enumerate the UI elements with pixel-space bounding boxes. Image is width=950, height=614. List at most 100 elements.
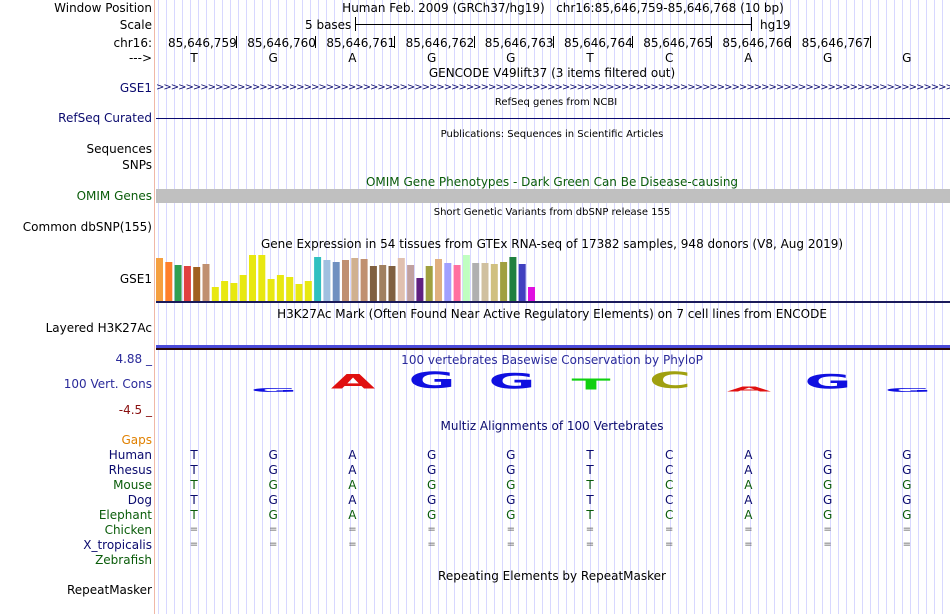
- gtex-tissue-bar[interactable]: [351, 258, 359, 301]
- gtex-tissue-bar[interactable]: [509, 257, 517, 301]
- alignment-base: T: [586, 463, 594, 477]
- gtex-tissue-bar[interactable]: [472, 263, 480, 301]
- gtex-track-label[interactable]: GSE1: [119, 272, 152, 286]
- species-label[interactable]: Mouse: [113, 478, 152, 492]
- gtex-tissue-bar[interactable]: [314, 257, 322, 301]
- gtex-tissue-bar[interactable]: [230, 283, 238, 301]
- reference-base: T: [190, 51, 198, 65]
- gtex-tissue-bar[interactable]: [221, 281, 229, 301]
- conservation-logo-letter: G: [408, 369, 456, 394]
- gtex-tissue-bar[interactable]: [304, 281, 312, 301]
- gtex-tissue-bar[interactable]: [332, 262, 340, 301]
- alignment-base: G: [822, 448, 833, 462]
- gtex-tissue-bar[interactable]: [165, 262, 173, 301]
- gtex-tissue-bar[interactable]: [239, 275, 247, 301]
- gencode-track-title[interactable]: GENCODE V49lift37 (3 items filtered out): [428, 66, 676, 80]
- alignment-base: G: [426, 508, 437, 522]
- gtex-tissue-bar[interactable]: [481, 263, 489, 301]
- refseq-track-label[interactable]: RefSeq Curated: [58, 111, 152, 125]
- h3k27ac-track-title[interactable]: H3K27Ac Mark (Often Found Near Active Re…: [277, 307, 827, 321]
- ruler-position-label: 85,646,764: [564, 36, 633, 50]
- repeatmasker-track-label[interactable]: RepeatMasker: [66, 583, 152, 597]
- species-label[interactable]: Rhesus: [108, 463, 152, 477]
- h3k27ac-signal-line[interactable]: [156, 345, 950, 348]
- gtex-tissue-bar[interactable]: [388, 266, 396, 301]
- gtex-tissue-bar[interactable]: [276, 275, 284, 301]
- snps-track-label[interactable]: SNPs: [122, 158, 152, 172]
- h3k27ac-baseline: [156, 348, 950, 350]
- alignment-base: G: [506, 463, 516, 477]
- dbsnp-track-label[interactable]: Common dbSNP(155): [22, 220, 152, 234]
- gtex-tissue-bar[interactable]: [183, 266, 191, 301]
- gtex-tissue-bar[interactable]: [156, 258, 163, 301]
- species-label[interactable]: Chicken: [104, 523, 152, 537]
- h3k27ac-track-label[interactable]: Layered H3K27Ac: [45, 321, 152, 335]
- gtex-tissue-bar[interactable]: [416, 278, 424, 301]
- gtex-tissue-bar[interactable]: [286, 277, 294, 301]
- gtex-tissue-bar[interactable]: [369, 266, 377, 301]
- gtex-tissue-bar[interactable]: [202, 264, 210, 301]
- alignment-base: =: [268, 524, 278, 535]
- gtex-tissue-bar[interactable]: [528, 287, 535, 301]
- dbsnp-track-title[interactable]: Short Genetic Variants from dbSNP releas…: [433, 207, 671, 218]
- omim-track-label[interactable]: OMIM Genes: [76, 189, 152, 203]
- alignment-base: G: [902, 478, 912, 492]
- gtex-tissue-bar[interactable]: [379, 265, 387, 301]
- gencode-gene-feature[interactable]: >>>>>>>>>>>>>>>>>>>>>>>>>>>>>>>>>>>>>>>>…: [156, 82, 950, 93]
- gtex-tissue-bar[interactable]: [323, 260, 331, 301]
- refseq-track-title[interactable]: RefSeq genes from NCBI: [494, 97, 618, 108]
- scale-bar-right-tick: [751, 17, 752, 31]
- gtex-tissue-bar[interactable]: [342, 260, 349, 301]
- gtex-tissue-bar[interactable]: [174, 265, 182, 301]
- gaps-label[interactable]: Gaps: [121, 433, 152, 447]
- multiz-track-title[interactable]: Multiz Alignments of 100 Vertebrates: [440, 419, 664, 433]
- gtex-tissue-bar[interactable]: [435, 259, 442, 301]
- cons-track-title[interactable]: 100 vertebrates Basewise Conservation by…: [401, 353, 703, 367]
- gtex-expression-bars[interactable]: [156, 252, 536, 301]
- gtex-track-title[interactable]: Gene Expression in 54 tissues from GTEx …: [260, 237, 844, 251]
- gtex-tissue-bar[interactable]: [425, 266, 433, 301]
- sequences-track-label[interactable]: Sequences: [86, 142, 152, 156]
- gtex-tissue-bar[interactable]: [211, 287, 219, 301]
- gtex-tissue-bar[interactable]: [407, 265, 415, 301]
- publications-track-title[interactable]: Publications: Sequences in Scientific Ar…: [440, 129, 664, 140]
- gtex-tissue-bar[interactable]: [193, 267, 201, 301]
- gtex-tissue-bar[interactable]: [397, 258, 405, 301]
- gtex-tissue-bar[interactable]: [500, 262, 508, 301]
- cons-track-label[interactable]: 100 Vert. Cons: [63, 377, 152, 391]
- omim-track-title[interactable]: OMIM Gene Phenotypes - Dark Green Can Be…: [365, 175, 739, 189]
- conservation-logo-letter: G: [804, 371, 852, 394]
- alignment-base: G: [822, 493, 833, 507]
- repeatmasker-track-title[interactable]: Repeating Elements by RepeatMasker: [438, 569, 666, 583]
- strand-label: --->: [128, 51, 152, 65]
- gtex-tissue-bar[interactable]: [444, 263, 452, 301]
- gtex-tissue-bar[interactable]: [295, 284, 303, 301]
- refseq-gene-feature[interactable]: [156, 118, 950, 119]
- gtex-tissue-bar[interactable]: [258, 255, 266, 301]
- alignment-base: T: [586, 478, 594, 492]
- gtex-tissue-bar[interactable]: [462, 255, 470, 301]
- gencode-gene-label[interactable]: GSE1: [119, 81, 152, 95]
- gtex-tissue-bar[interactable]: [518, 264, 526, 301]
- species-label[interactable]: X_tropicalis: [83, 538, 152, 552]
- alignment-base: A: [744, 508, 753, 522]
- alignment-base: T: [190, 448, 198, 462]
- species-label[interactable]: Zebrafish: [95, 553, 152, 567]
- chrom-label: chr16:: [113, 36, 152, 50]
- gtex-tissue-bar[interactable]: [267, 279, 275, 301]
- gtex-tissue-bar[interactable]: [360, 259, 368, 301]
- gtex-tissue-bar[interactable]: [453, 265, 461, 301]
- alignment-base: G: [902, 448, 912, 462]
- species-label[interactable]: Elephant: [98, 508, 152, 522]
- alignment-base: A: [348, 508, 357, 522]
- alignment-base: G: [268, 478, 278, 492]
- omim-feature-bar[interactable]: [156, 189, 950, 203]
- ruler-position-label: 85,646,762: [405, 36, 475, 50]
- alignment-base: =: [348, 524, 357, 535]
- gtex-tissue-bar[interactable]: [490, 264, 498, 301]
- conservation-logo-letter: G: [250, 387, 298, 394]
- species-label[interactable]: Dog: [127, 493, 152, 507]
- gtex-tissue-bar[interactable]: [249, 255, 256, 301]
- species-label[interactable]: Human: [108, 448, 152, 462]
